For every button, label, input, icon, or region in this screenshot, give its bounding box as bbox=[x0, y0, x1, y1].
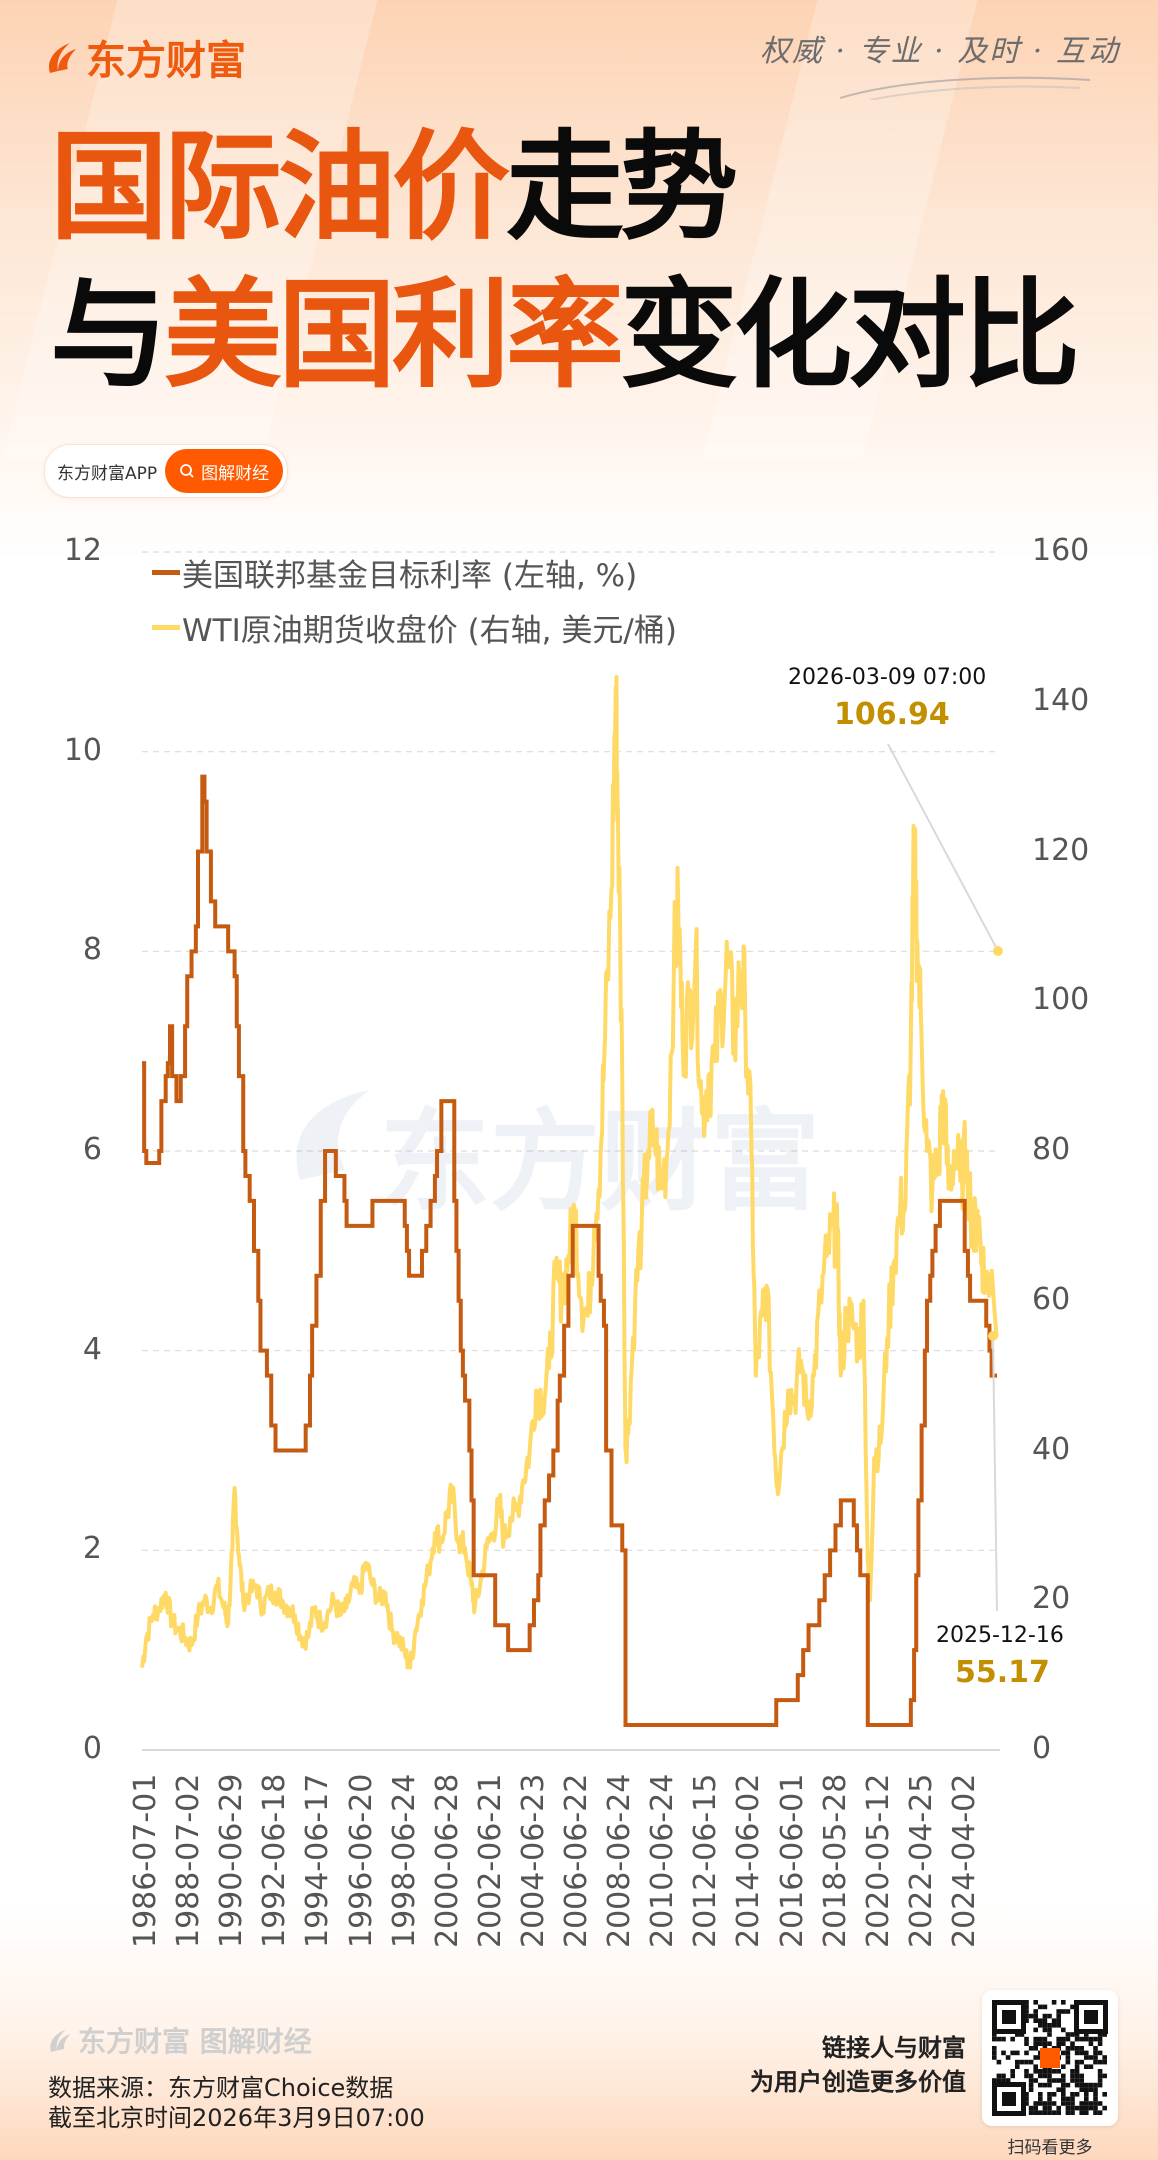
qr-code[interactable] bbox=[982, 1990, 1118, 2126]
x-tick: 1990-06-29 bbox=[214, 1773, 250, 1948]
left-y-tick: 12 bbox=[63, 533, 102, 568]
legend-swatch-fed bbox=[152, 570, 180, 575]
x-tick: 2018-05-28 bbox=[817, 1773, 853, 1948]
x-tick: 1986-07-01 bbox=[128, 1773, 163, 1948]
x-tick: 2024-04-02 bbox=[946, 1773, 982, 1948]
x-tick: 2004-06-23 bbox=[515, 1773, 551, 1948]
slogan-swoosh-icon bbox=[840, 76, 1090, 100]
annotation-leader-2 bbox=[992, 1336, 998, 1612]
slogan: 权威 · 专业 · 及时 · 互动 bbox=[760, 34, 1120, 69]
page-title-line-2: 与美国利率变化对比 bbox=[50, 266, 1080, 404]
x-tick: 2010-06-24 bbox=[645, 1773, 681, 1948]
x-tick: 2014-06-02 bbox=[731, 1773, 767, 1948]
left-y-tick: 8 bbox=[82, 932, 102, 968]
x-tick: 2008-06-24 bbox=[602, 1773, 638, 1948]
x-tick: 1992-06-18 bbox=[257, 1773, 293, 1948]
right-y-tick: 20 bbox=[1032, 1581, 1071, 1617]
data-source: 数据来源：东方财富Choice数据 bbox=[48, 2074, 394, 2102]
tagline-2: 为用户创造更多价值 bbox=[750, 2068, 966, 2096]
annotation-point-2 bbox=[988, 1331, 998, 1341]
annotation-date-latest: 2026-03-09 07:00 bbox=[788, 665, 987, 690]
x-tick: 1994-06-17 bbox=[300, 1773, 336, 1948]
page-title-line-1: 国际油价走势 bbox=[50, 118, 738, 256]
annotation-leader-1 bbox=[887, 743, 999, 952]
right-y-tick: 80 bbox=[1032, 1132, 1071, 1167]
annotation-value-low: 55.17 bbox=[955, 1655, 1050, 1690]
x-tick: 2016-06-01 bbox=[774, 1773, 810, 1948]
annotation-point-1 bbox=[993, 946, 1003, 956]
app-name: 东方财富APP bbox=[57, 463, 158, 484]
right-y-tick: 120 bbox=[1032, 832, 1090, 868]
qr-caption: 扫码看更多 bbox=[1007, 2138, 1093, 2158]
category-pill[interactable]: 图解财经 bbox=[165, 449, 284, 493]
chart-watermark: 东方财富 bbox=[296, 1090, 820, 1226]
footer-brand: 东方财富 图解财经 bbox=[46, 2020, 312, 2060]
right-y-tick: 40 bbox=[1032, 1431, 1071, 1467]
right-y-tick: 0 bbox=[1032, 1731, 1052, 1766]
x-tick: 2002-06-21 bbox=[472, 1773, 508, 1948]
left-y-tick: 6 bbox=[82, 1132, 102, 1167]
annotation-date-low: 2025-12-16 bbox=[936, 1623, 1064, 1648]
right-y-tick: 60 bbox=[1032, 1281, 1071, 1317]
search-icon bbox=[180, 464, 194, 478]
brand-flame-icon bbox=[48, 43, 76, 73]
right-y-tick: 160 bbox=[1032, 533, 1090, 568]
data-cutoff: 截至北京时间2026年3月9日07:00 bbox=[48, 2104, 425, 2132]
x-tick: 2012-06-15 bbox=[688, 1773, 724, 1948]
x-tick: 1998-06-24 bbox=[386, 1773, 422, 1948]
legend-item-fed: 美国联邦基金目标利率 (左轴, %) bbox=[152, 550, 637, 595]
brand-flame-icon bbox=[50, 2029, 71, 2052]
x-tick: 2020-05-12 bbox=[860, 1773, 896, 1948]
right-y-tick: 100 bbox=[1032, 982, 1090, 1018]
annotation-value-latest: 106.94 bbox=[834, 697, 950, 732]
legend-item-wti: WTI原油期货收盘价 (右轴, 美元/桶) bbox=[152, 605, 677, 650]
x-tick: 1988-07-02 bbox=[171, 1773, 207, 1948]
left-y-tick: 10 bbox=[63, 732, 102, 768]
source-badge: 东方财富APP 图解财经 bbox=[44, 444, 289, 498]
fed-rate-line bbox=[142, 774, 997, 1728]
brand-name: 东方财富 bbox=[86, 38, 246, 84]
right-y-tick: 140 bbox=[1032, 682, 1090, 718]
tagline-1: 链接人与财富 bbox=[822, 2034, 966, 2062]
x-tick: 1996-06-20 bbox=[343, 1773, 379, 1948]
brand-logo: 东方财富 bbox=[44, 28, 246, 86]
qr-code-icon bbox=[992, 2000, 1108, 2116]
x-tick: 2022-04-25 bbox=[903, 1773, 939, 1948]
left-y-tick: 2 bbox=[82, 1531, 102, 1567]
legend-swatch-wti bbox=[152, 625, 180, 630]
x-tick: 2006-06-22 bbox=[559, 1773, 594, 1948]
x-tick: 2000-06-28 bbox=[429, 1773, 465, 1948]
wti-line bbox=[140, 674, 999, 1670]
left-y-tick: 4 bbox=[82, 1331, 102, 1367]
left-y-tick: 0 bbox=[82, 1731, 102, 1766]
